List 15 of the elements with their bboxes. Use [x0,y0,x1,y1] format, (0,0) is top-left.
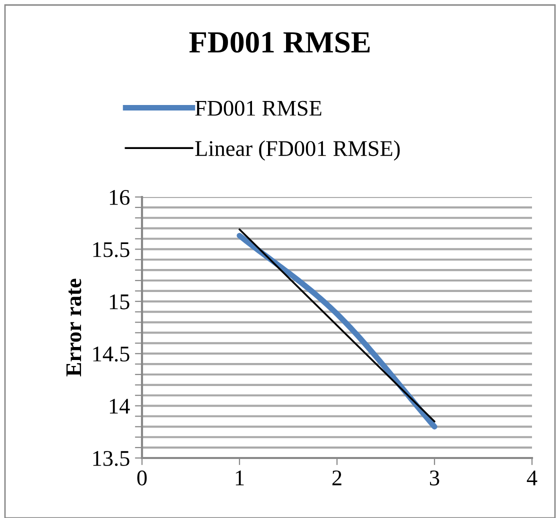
x-tick-label: 3 [430,470,440,486]
y-tick-label: 14.5 [93,346,130,362]
y-axis-title: Error rate [66,278,82,376]
y-tick-label: 13.5 [93,450,130,466]
y-tick-label: 15 [110,294,130,310]
x-tick-label: 1 [236,470,244,486]
legend-label: FD001 RMSE [195,100,322,116]
x-tick-label: 2 [332,470,342,486]
chart-title: FD001 RMSE [189,32,370,53]
x-tick-label: 0 [137,470,147,486]
x-tick-label: 4 [526,470,538,486]
y-tick-label: 16 [110,190,130,205]
y-tick-label: 14 [110,398,130,414]
y-tick-label: 15.5 [93,242,130,258]
legend-label: Linear (FD001 RMSE) [195,140,400,161]
